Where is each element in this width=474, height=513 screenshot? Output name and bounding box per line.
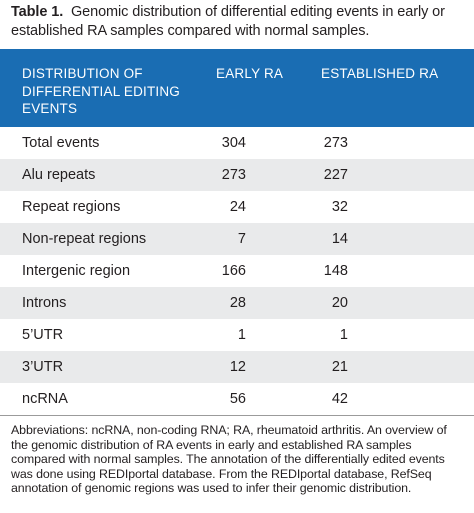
table-row: 3’UTR 12 21	[0, 351, 474, 383]
table-row: Repeat regions 24 32	[0, 191, 474, 223]
row-label: Repeat regions	[22, 199, 121, 215]
early-ra-value: 1	[237, 327, 246, 343]
row-label: Non-repeat regions	[22, 231, 147, 247]
early-ra-value: 273	[221, 167, 246, 183]
early-ra-value: 304	[221, 135, 246, 151]
header-distribution: DISTRIBUTION OF DIFFERENTIAL EDITING EVE…	[22, 66, 181, 116]
header-established-ra: ESTABLISHED RA	[321, 66, 439, 81]
table-header: DISTRIBUTION OF DIFFERENTIAL EDITING EVE…	[0, 49, 474, 127]
row-label: Introns	[22, 295, 67, 311]
row-label: 5’UTR	[22, 327, 64, 343]
established-ra-value: 14	[331, 231, 348, 247]
table-row: Non-repeat regions 7 14	[0, 223, 474, 255]
early-ra-value: 166	[221, 263, 246, 279]
early-ra-value: 56	[229, 391, 246, 407]
established-ra-value: 32	[331, 199, 348, 215]
established-ra-value: 227	[323, 167, 348, 183]
row-label: Total events	[22, 135, 100, 151]
established-ra-value: 21	[331, 359, 348, 375]
table-caption: Table 1. Genomic distribution of differe…	[0, 0, 474, 49]
established-ra-value: 273	[323, 135, 348, 151]
established-ra-value: 1	[339, 327, 348, 343]
established-ra-value: 42	[331, 391, 348, 407]
early-ra-value: 24	[229, 199, 246, 215]
header-early-ra: EARLY RA	[216, 66, 284, 81]
table-bottom-rule	[0, 415, 474, 416]
established-ra-value: 20	[331, 295, 348, 311]
established-ra-value: 148	[323, 263, 348, 279]
row-label: ncRNA	[22, 391, 68, 407]
table-row: Alu repeats 273 227	[0, 159, 474, 191]
table-footnote: Abbreviations: ncRNA, non-coding RNA; RA…	[11, 423, 447, 496]
data-table: DISTRIBUTION OF DIFFERENTIAL EDITING EVE…	[0, 49, 474, 416]
row-label: Intergenic region	[22, 263, 131, 279]
table-label: Table 1.	[11, 4, 64, 20]
table-row: 5’UTR 1 1	[0, 319, 474, 351]
table-row: ncRNA 56 42	[0, 383, 474, 415]
early-ra-value: 7	[237, 231, 246, 247]
caption-text: Genomic distribution of differential edi…	[11, 4, 445, 39]
row-label: Alu repeats	[22, 167, 96, 183]
table-row: Total events 304 273	[0, 127, 474, 159]
early-ra-value: 28	[229, 295, 246, 311]
table-row: Intergenic region 166 148	[0, 255, 474, 287]
row-label: 3’UTR	[22, 359, 64, 375]
early-ra-value: 12	[229, 359, 246, 375]
table-row: Introns 28 20	[0, 287, 474, 319]
